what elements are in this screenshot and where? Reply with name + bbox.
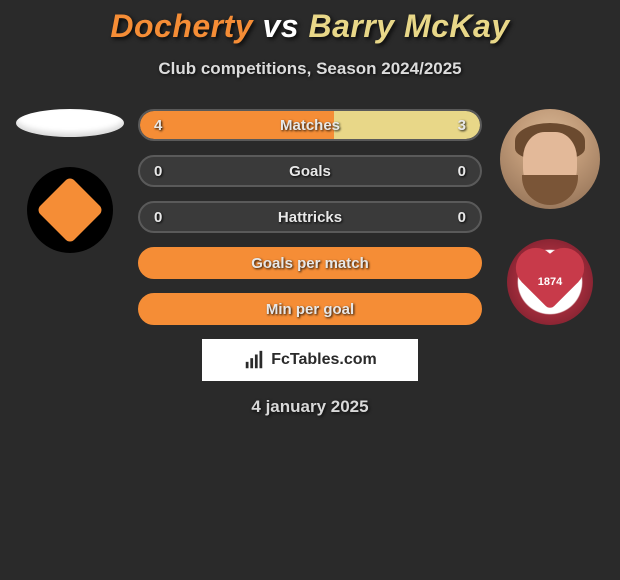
attribution-text: FcTables.com — [271, 351, 377, 369]
stat-bar: 0 Hattricks 0 — [138, 201, 482, 233]
stats-column: 4 Matches 3 0 Goals 0 0 Hattricks 0 Goals per mat… — [130, 109, 490, 325]
comparison-card: Docherty vs Barry McKay Club competition… — [0, 0, 620, 417]
player2-club-badge: 1874 — [507, 239, 593, 325]
stat-left-value: 0 — [154, 163, 162, 180]
player2-name: Barry McKay — [308, 8, 509, 44]
stat-left-value: 0 — [154, 209, 162, 226]
stat-bar: Goals per match — [138, 247, 482, 279]
chart-icon — [243, 349, 265, 371]
date-text: 4 january 2025 — [0, 397, 620, 417]
main-row: 4 Matches 3 0 Goals 0 0 Hattricks 0 Goals per mat… — [0, 109, 620, 325]
stat-text: Min per goal — [140, 295, 480, 323]
stat-right-value: 0 — [458, 163, 466, 180]
stat-left-value: 4 — [154, 117, 162, 134]
stat-label: Goals — [289, 163, 331, 180]
right-column: 1874 — [490, 109, 610, 325]
left-column — [10, 109, 130, 253]
page-title: Docherty vs Barry McKay — [0, 8, 620, 45]
stat-bar: 0 Goals 0 — [138, 155, 482, 187]
player2-avatar — [500, 109, 600, 209]
stat-label: Matches — [280, 117, 340, 134]
player1-name: Docherty — [110, 8, 253, 44]
stat-label: Min per goal — [266, 301, 354, 318]
vs-text: vs — [262, 8, 299, 44]
stat-text: 0 Hattricks 0 — [140, 203, 480, 231]
stat-bar: Min per goal — [138, 293, 482, 325]
stat-right-value: 3 — [458, 117, 466, 134]
badge-year: 1874 — [538, 276, 562, 288]
attribution-banner: FcTables.com — [202, 339, 418, 381]
player1-avatar — [16, 109, 124, 137]
stat-text: Goals per match — [140, 249, 480, 277]
stat-bar: 4 Matches 3 — [138, 109, 482, 141]
stat-label: Goals per match — [251, 255, 369, 272]
stat-right-value: 0 — [458, 209, 466, 226]
stat-text: 0 Goals 0 — [140, 157, 480, 185]
player1-club-badge — [27, 167, 113, 253]
stat-text: 4 Matches 3 — [140, 111, 480, 139]
stat-label: Hattricks — [278, 209, 342, 226]
subtitle: Club competitions, Season 2024/2025 — [0, 59, 620, 79]
